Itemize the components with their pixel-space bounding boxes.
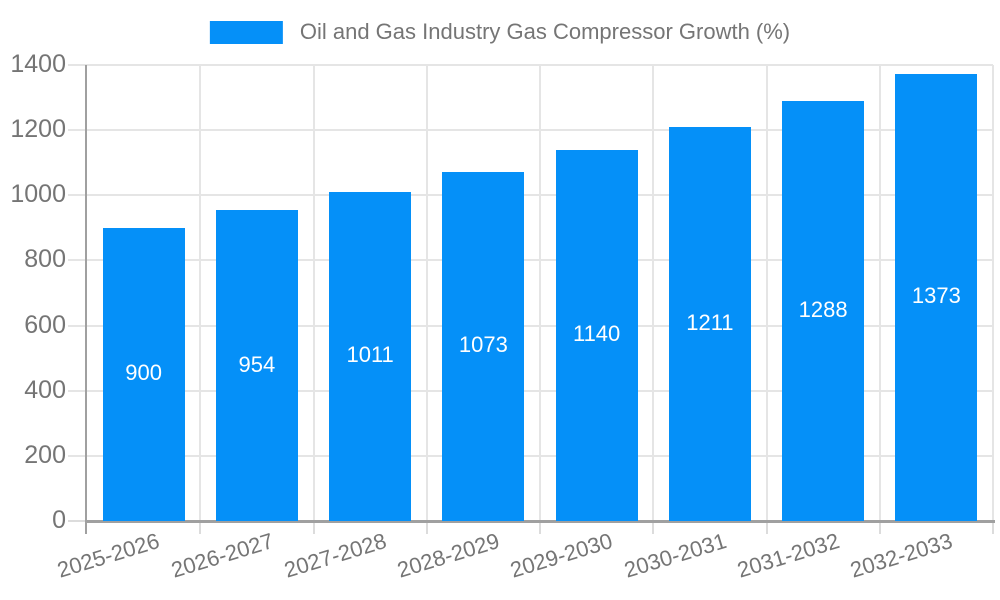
bar-value-label: 1288 [798, 297, 848, 323]
bar-value-label: 900 [125, 360, 162, 386]
x-axis-label: 2027-2028 [281, 528, 390, 583]
x-axis-label: 2025-2026 [54, 528, 163, 583]
bar-value-label: 1073 [458, 332, 508, 358]
x-axis-label: 2028-2029 [394, 528, 503, 583]
x-tick [878, 521, 881, 534]
y-gridline [68, 259, 993, 262]
bar[interactable] [329, 191, 412, 521]
x-tick [992, 521, 994, 534]
y-tick [68, 520, 87, 522]
bar-value-label: 1373 [911, 283, 961, 309]
y-axis-tick-label: 1400 [10, 50, 66, 78]
x-gridline [652, 65, 655, 521]
x-axis-label: 2031-2032 [734, 528, 843, 583]
bar[interactable] [895, 73, 978, 521]
legend-label: Oil and Gas Industry Gas Compressor Grow… [299, 19, 791, 44]
y-axis-tick-label: 1000 [10, 180, 66, 209]
y-gridline [68, 324, 993, 327]
x-axis-label: 2026-2027 [167, 528, 276, 583]
x-gridline [992, 65, 994, 521]
bar[interactable] [782, 101, 865, 521]
x-gridline [425, 65, 428, 521]
y-axis-line [85, 65, 87, 534]
x-axis-label: 2032-2033 [847, 528, 956, 583]
y-axis-tick-label: 0 [52, 506, 66, 534]
y-gridline [68, 454, 993, 457]
bar[interactable] [668, 126, 751, 521]
bar-value-label: 954 [238, 351, 276, 377]
x-axis-line [85, 520, 995, 523]
y-gridline [68, 129, 993, 132]
x-tick [652, 521, 655, 534]
x-gridline [765, 65, 768, 521]
y-gridline [68, 64, 993, 66]
x-axis-label: 2030-2031 [620, 528, 729, 583]
legend-swatch [209, 20, 283, 44]
x-gridline [199, 65, 202, 521]
bar[interactable] [102, 227, 185, 521]
x-tick [539, 521, 541, 534]
y-gridline [68, 389, 993, 392]
x-gridline [539, 65, 541, 521]
y-axis-tick-label: 1200 [10, 115, 66, 144]
bar[interactable] [442, 171, 525, 521]
x-tick [312, 521, 315, 534]
x-tick [765, 521, 768, 534]
y-gridline [68, 194, 993, 197]
bar-value-label: 1140 [572, 321, 621, 347]
y-axis-tick-label: 800 [24, 245, 66, 274]
y-axis-tick-label: 200 [24, 440, 66, 469]
x-axis-label: 2029-2030 [507, 528, 616, 583]
bar[interactable] [215, 210, 298, 521]
bar-value-label: 1011 [346, 342, 394, 368]
bar[interactable] [555, 149, 638, 521]
x-tick [199, 521, 202, 534]
y-axis-tick-label: 400 [24, 375, 66, 404]
x-gridline [878, 65, 881, 521]
legend-item[interactable]: Oil and Gas Industry Gas Compressor Grow… [209, 19, 791, 45]
y-axis-tick-label: 600 [24, 310, 66, 339]
x-gridline [312, 65, 315, 521]
x-tick [425, 521, 428, 534]
bar-value-label: 1211 [686, 309, 734, 335]
